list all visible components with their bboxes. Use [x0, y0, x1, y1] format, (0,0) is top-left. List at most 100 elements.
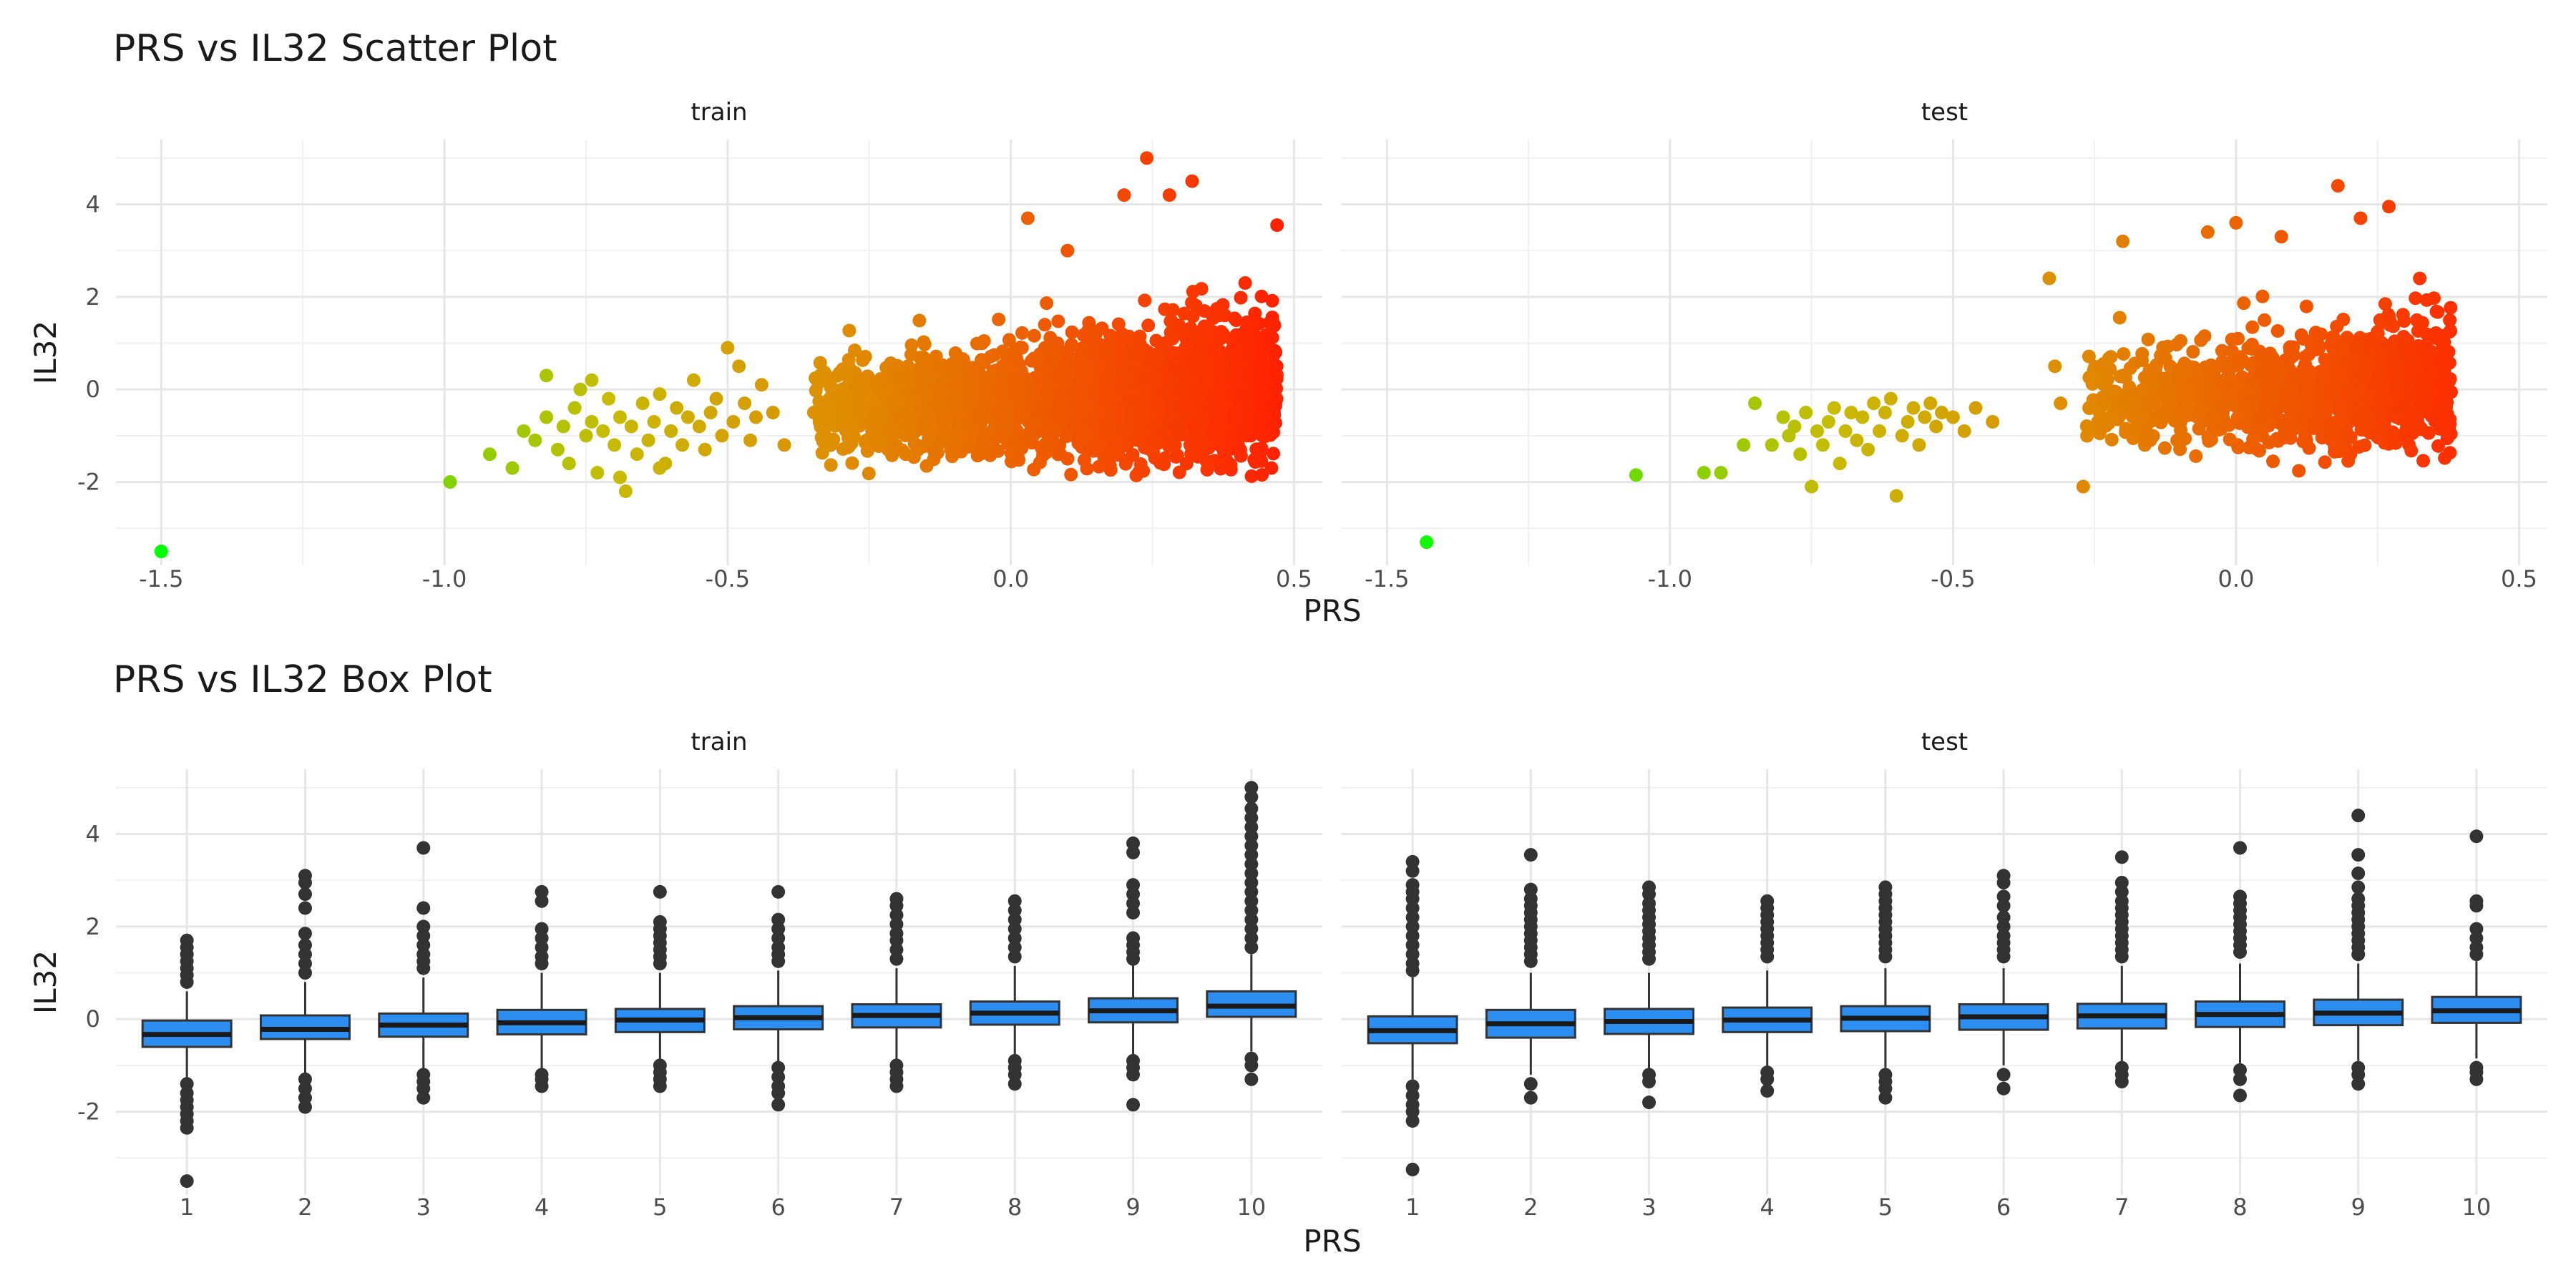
scatter-point [1172, 318, 1186, 333]
scatter-point [743, 433, 758, 447]
scatter-point [692, 419, 706, 434]
scatter-point [1099, 377, 1113, 391]
scatter-point [1793, 447, 1807, 462]
scatter-point [2436, 366, 2450, 380]
scatter-point [2338, 341, 2352, 355]
scatter-point [886, 426, 900, 440]
box-outlier [1126, 845, 1141, 859]
box-outlier [1126, 952, 1141, 966]
scatter-point [2359, 410, 2373, 424]
scatter-point [1211, 304, 1226, 318]
scatter-point [2433, 406, 2447, 420]
x-tick-label: -1.0 [1648, 565, 1692, 592]
scatter-point [1157, 457, 1171, 472]
scatter-point [2175, 364, 2189, 379]
scatter-point [1185, 174, 1199, 188]
box-outlier [2114, 1075, 2129, 1089]
scatter-point [2438, 451, 2452, 465]
y-tick-label: 4 [86, 821, 100, 848]
box-outlier [1126, 1098, 1141, 1112]
x-tick-label: 5 [1878, 1194, 1893, 1221]
scatter-point [556, 419, 570, 434]
scatter-point [1015, 326, 1029, 340]
box-outlier [2351, 848, 2366, 862]
scatter-point [1227, 364, 1241, 379]
scatter-point [1170, 448, 1184, 462]
scatter-point [1079, 357, 1093, 371]
scatter-point [1051, 389, 1065, 404]
x-tick-label: 5 [653, 1194, 667, 1221]
scatter-point [2241, 341, 2255, 355]
scatter-point [567, 401, 582, 415]
scatter-point [2441, 345, 2456, 359]
scatter-point [2409, 291, 2423, 306]
scatter-point [1188, 423, 1202, 437]
scatter-point [1186, 284, 1200, 298]
scatter-point [847, 430, 861, 444]
scatter-point [1265, 331, 1279, 345]
box-outlier [1405, 864, 1420, 878]
scatter-point [2195, 401, 2209, 416]
scatter-point [1136, 398, 1150, 412]
scatter-point [929, 349, 943, 364]
scatter-point [1187, 353, 1201, 368]
scatter-point [2375, 358, 2389, 373]
scatter-point [1000, 397, 1014, 411]
scatter-point [573, 382, 587, 396]
scatter-point [1246, 314, 1260, 328]
y-tick-label: 4 [86, 191, 100, 218]
scatter-point [2157, 441, 2172, 455]
scatter-point [1765, 438, 1779, 452]
scatter-point [2076, 479, 2090, 494]
scatter-point [2444, 301, 2458, 315]
scatter-point [1034, 404, 1048, 419]
scatter-point [1140, 151, 1154, 165]
scatter-point [1088, 414, 1103, 429]
scatter-point [596, 424, 610, 438]
scatter-point [2414, 396, 2428, 411]
scatter-point [1220, 454, 1234, 469]
scatter-point [1211, 392, 1226, 406]
scatter-point [858, 349, 872, 364]
scatter-point [959, 399, 973, 414]
scatter-point [912, 313, 927, 328]
x-tick-label: 7 [889, 1194, 904, 1221]
scatter-point [947, 366, 961, 381]
scatter-point [2386, 319, 2401, 333]
scatter-point [809, 371, 823, 385]
scatter-point [1844, 406, 1858, 420]
box-outlier [298, 927, 312, 941]
scatter-point [847, 343, 862, 358]
scatter-point [2141, 332, 2155, 346]
scatter-point [2121, 404, 2135, 418]
scatter-point [2308, 326, 2323, 340]
x-tick-label: 1 [1405, 1194, 1420, 1221]
scatter-point [1008, 346, 1023, 360]
scatter-point [528, 433, 542, 447]
scatter-point [2321, 365, 2335, 379]
scatter-point [2388, 379, 2402, 393]
scatter-point [2357, 368, 2371, 382]
scatter-point [869, 433, 883, 447]
scatter-point [889, 393, 903, 407]
scatter-point [1227, 311, 1241, 326]
scatter-point [1929, 419, 1943, 434]
scatter-point [2331, 179, 2345, 193]
scatter-point [1873, 424, 1887, 438]
box-panel-train [116, 769, 1322, 1195]
scatter-point [2100, 373, 2114, 387]
box-outlier [771, 1086, 786, 1101]
scatter-point [992, 312, 1006, 326]
scatter-point [816, 434, 830, 449]
scatter-point [443, 475, 457, 489]
scatter-point [1255, 468, 1269, 482]
scatter-point [2274, 415, 2288, 429]
scatter-point [698, 442, 712, 457]
scatter-point [1815, 438, 1830, 452]
x-tick-label: -1.0 [422, 565, 467, 592]
scatter-point [1697, 466, 1711, 480]
scatter-point [1101, 427, 1116, 441]
scatter-point [1912, 438, 1926, 452]
scatter-point [2321, 375, 2335, 389]
scatter-point [1025, 353, 1039, 368]
